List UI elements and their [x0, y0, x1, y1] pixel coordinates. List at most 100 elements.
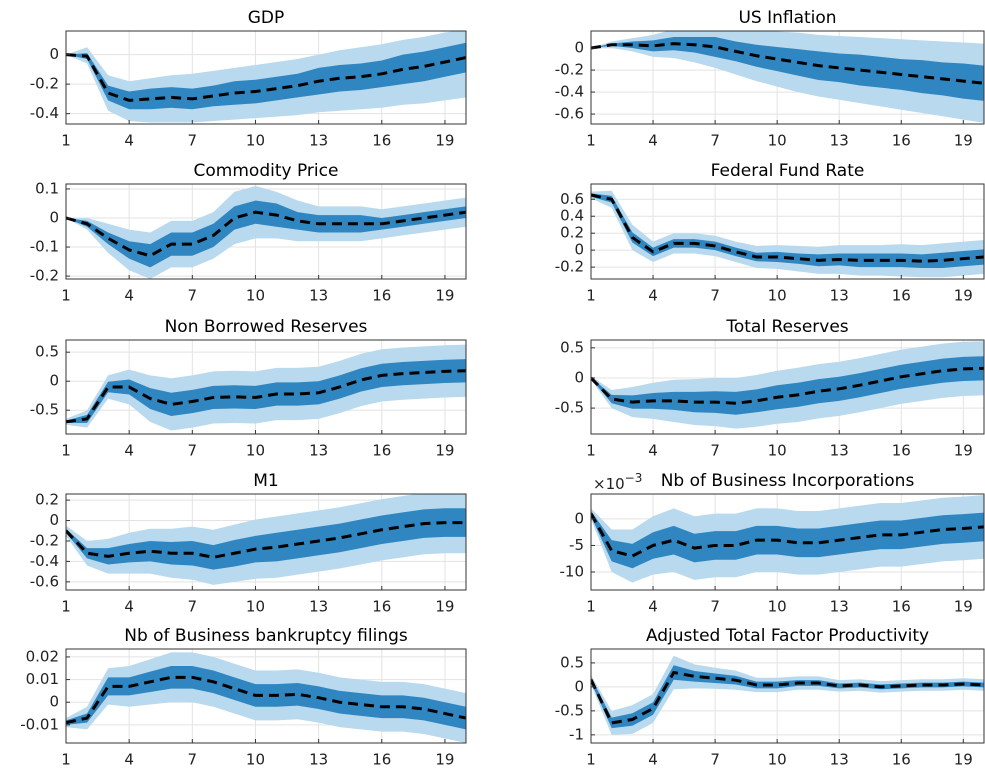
x-tick-label: 10	[246, 598, 265, 616]
x-tick-label: 4	[124, 132, 134, 150]
x-tick-label: 1	[61, 287, 71, 305]
plot-body	[66, 186, 466, 279]
y-tick-label: -0.4	[30, 104, 59, 122]
panel-title: Non Borrowed Reserves	[165, 317, 368, 337]
x-tick-label: 19	[435, 287, 454, 305]
y-tick-label: -0.2	[555, 258, 584, 276]
x-tick-label: 13	[309, 751, 328, 769]
x-tick-label: 4	[124, 442, 134, 460]
x-tick-label: 7	[710, 132, 720, 150]
median-line	[66, 369, 466, 424]
x-tick-label: 4	[124, 598, 134, 616]
x-tick-label: 7	[188, 287, 198, 305]
x-tick-label: 1	[586, 442, 596, 460]
x-tick-label: 10	[768, 598, 787, 616]
panel: 1 4 7 10 13 16 19 -0.6 -0.4 -0.2 0 US Inflation	[555, 8, 985, 150]
axes-frame	[65, 30, 467, 125]
axes-frame	[590, 493, 985, 591]
x-tick-label: 1	[586, 287, 596, 305]
axis-multiplier: ×10−3	[593, 471, 642, 493]
x-tick-label: 4	[648, 598, 658, 616]
median-line	[66, 53, 466, 102]
x-tick-label: 1	[61, 132, 71, 150]
y-tick-label: 0	[49, 511, 59, 529]
x-tick-label: 4	[648, 442, 658, 460]
x-tick-label: 1	[61, 598, 71, 616]
panel-title: Nb of Business bankruptcy filings	[124, 626, 408, 646]
x-tick-label: 16	[892, 751, 911, 769]
x-tick-label: 16	[372, 287, 391, 305]
confidence-band	[591, 31, 984, 123]
axes-frame	[65, 648, 467, 744]
median-line	[591, 42, 984, 85]
multiplier-exponent: −3	[625, 471, 643, 485]
x-tick-label: 13	[830, 751, 849, 769]
x-tick-label: 10	[768, 751, 787, 769]
x-tick-label: 7	[188, 751, 198, 769]
x-tick-label: 19	[954, 132, 973, 150]
panel-title: Commodity Price	[194, 161, 339, 181]
y-tick-label: -0.6	[555, 105, 584, 123]
confidence-band	[591, 665, 984, 729]
axes-frame	[590, 648, 985, 744]
median-line	[66, 210, 466, 258]
x-tick-label: 1	[61, 442, 71, 460]
x-tick-label: 10	[246, 287, 265, 305]
y-tick-label: 0.5	[560, 338, 584, 356]
median-line	[66, 521, 466, 559]
x-tick-label: 4	[648, 132, 658, 150]
x-tick-label: 7	[710, 598, 720, 616]
confidence-band	[591, 356, 984, 415]
x-tick-label: 10	[246, 751, 265, 769]
panel-title: US Inflation	[738, 8, 836, 28]
panel-title: Federal Fund Rate	[711, 161, 865, 181]
x-tick-label: 13	[830, 598, 849, 616]
y-tick-label: 0	[49, 45, 59, 63]
x-tick-label: 19	[954, 598, 973, 616]
panel-title: Adjusted Total Factor Productivity	[646, 626, 929, 646]
median-line	[591, 193, 984, 263]
confidence-band	[66, 42, 466, 110]
y-tick-label: 0	[574, 677, 584, 695]
x-tick-label: 19	[954, 287, 973, 305]
plot-body	[591, 341, 984, 429]
x-tick-label: 16	[372, 132, 391, 150]
confidence-band	[66, 665, 466, 730]
median-line	[66, 675, 466, 725]
median-line	[591, 670, 984, 725]
panel: 1 4 7 10 13 16 19 -0.5 0 0.5 Total Reserves	[555, 317, 985, 460]
x-tick-label: 10	[768, 132, 787, 150]
x-tick-label: 16	[372, 598, 391, 616]
y-tick-label: -1	[569, 725, 584, 743]
x-tick-label: 1	[61, 751, 71, 769]
x-tick-label: 7	[710, 287, 720, 305]
plot-body	[591, 495, 984, 583]
x-tick-label: 19	[954, 442, 973, 460]
y-tick-label: -10	[560, 562, 585, 580]
x-tick-label: 13	[830, 132, 849, 150]
x-tick-label: 7	[710, 751, 720, 769]
y-tick-label: -0.2	[30, 531, 59, 549]
panel: 1 4 7 10 13 16 19 -0.01 0 0.01 0.02 Nb of Business …	[20, 626, 467, 769]
x-tick-label: 10	[768, 442, 787, 460]
x-tick-label: 4	[648, 287, 658, 305]
x-tick-label: 19	[435, 598, 454, 616]
y-tick-label: 0	[49, 372, 59, 390]
x-tick-label: 1	[586, 598, 596, 616]
y-tick-label: -0.6	[30, 572, 59, 590]
x-tick-label: 16	[892, 132, 911, 150]
panel: 1 4 7 10 13 16 19 -0.4 -0.2 0 GDP	[30, 8, 467, 150]
multiplier-base: ×10	[593, 475, 625, 493]
plot-body	[66, 31, 466, 123]
x-tick-label: 1	[586, 751, 596, 769]
median-line	[591, 366, 984, 405]
x-tick-label: 13	[830, 442, 849, 460]
plot-body	[591, 190, 984, 278]
x-tick-label: 19	[435, 132, 454, 150]
y-tick-label: -0.4	[30, 552, 59, 570]
y-tick-label: 0	[49, 693, 59, 711]
y-tick-label: -0.5	[555, 701, 584, 719]
y-tick-label: 0.01	[26, 670, 59, 688]
plot-body	[66, 344, 466, 431]
